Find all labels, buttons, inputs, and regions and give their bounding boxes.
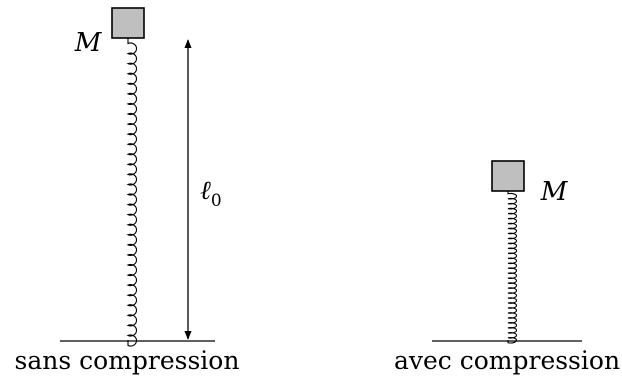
length-label: ℓ0 — [200, 176, 222, 211]
mass-label-left: M — [74, 28, 103, 58]
spring-coil-left — [126, 38, 138, 347]
mass-block-left — [111, 7, 145, 39]
panel-compressed: M avec compression — [394, 160, 620, 375]
panel-uncompressed: M ℓ0 sans compression — [15, 7, 240, 375]
mass-block-right — [491, 160, 525, 192]
spring-coil-right — [507, 191, 518, 344]
caption-compressed: avec compression — [394, 346, 620, 375]
mass-label-right: M — [540, 177, 569, 207]
caption-uncompressed: sans compression — [15, 346, 240, 375]
